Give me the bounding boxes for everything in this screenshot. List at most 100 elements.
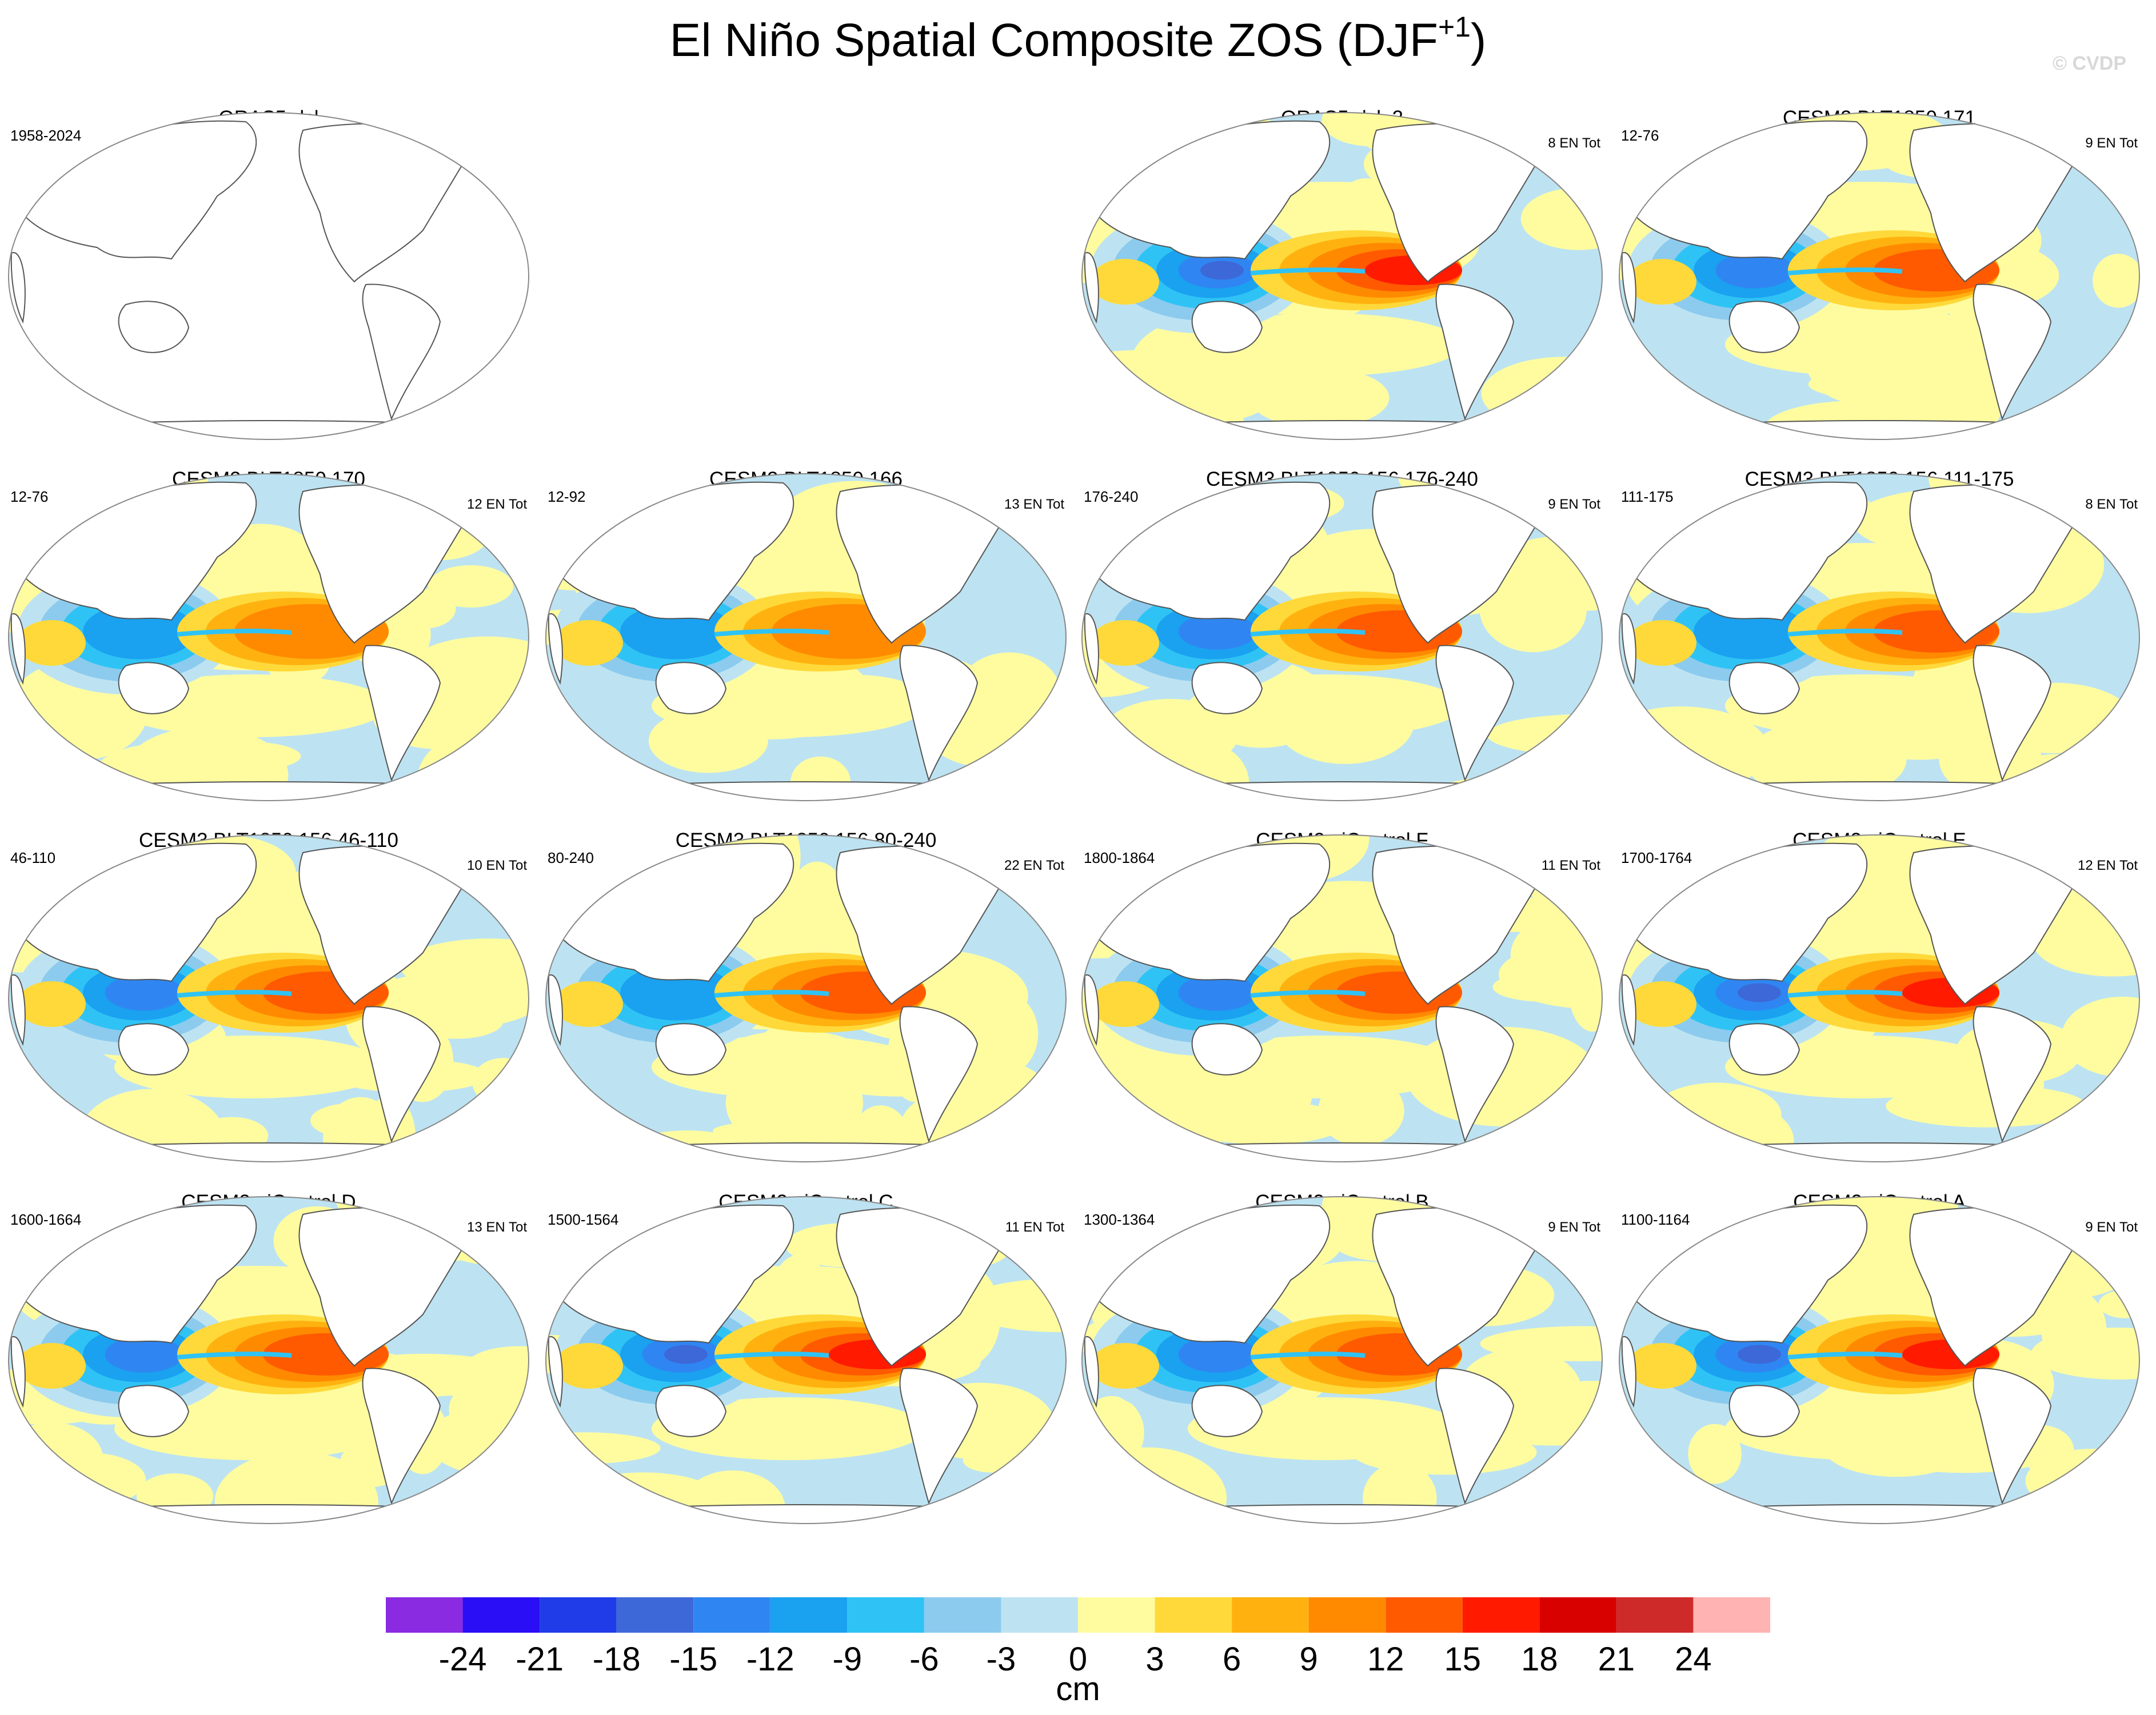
negative-contour: [1738, 1345, 1781, 1364]
anomaly-patch: [1528, 474, 1602, 499]
south-america-landmass: [899, 1006, 979, 1143]
colorbar-tick-label: 24: [1675, 1641, 1712, 1678]
anomaly-patch: [1654, 1099, 1794, 1162]
equatorial-line: [177, 990, 292, 998]
panel-period-label: 80-240: [548, 849, 594, 866]
panel-event-count: 9 EN Tot: [1548, 497, 1600, 512]
panel-event-count: 10 EN Tot: [467, 858, 527, 873]
indian-ocean-patch: [1091, 1343, 1159, 1389]
anomaly-patch: [1027, 1431, 1066, 1521]
map-border: [1619, 473, 2140, 801]
indian-ocean-patch: [554, 620, 623, 666]
negative-contour: [664, 1345, 708, 1364]
negative-contour: [1200, 261, 1244, 280]
africa-landmass: [1621, 1336, 1636, 1408]
colorbar-box: [1693, 1597, 1770, 1633]
antarctica-landmass: [598, 1504, 1014, 1524]
indian-ocean-patch: [554, 981, 623, 1027]
africa-landmass: [1084, 613, 1099, 685]
map-border: [1619, 834, 2140, 1162]
indian-ocean-patch: [1628, 1343, 1696, 1389]
anomaly-patch: [1429, 775, 1597, 801]
negative-contour: [105, 1336, 183, 1373]
anomaly-patch: [2033, 909, 2139, 977]
panel-period-label: 1600-1664: [10, 1211, 81, 1228]
antarctica-landmass: [1134, 1142, 1550, 1162]
south-america-landmass: [1435, 1006, 1515, 1143]
colorbar-box: [1155, 1597, 1232, 1633]
anomaly-patch: [9, 1247, 38, 1273]
australia-landmass: [1191, 662, 1263, 714]
panel-event-count: 11 EN Tot: [1005, 1220, 1065, 1235]
anomaly-patch: [184, 741, 301, 771]
anomaly-patch: [466, 1346, 529, 1386]
australia-landmass: [118, 301, 190, 353]
australia-landmass: [655, 1023, 727, 1076]
australia-landmass: [655, 662, 727, 714]
map-border: [8, 112, 529, 440]
south-america-landmass: [1973, 1006, 2052, 1143]
australia-landmass: [118, 1385, 190, 1437]
panel-period-label: 1700-1764: [1621, 849, 1692, 866]
south-america-landmass: [1973, 1368, 2052, 1505]
panel-period-label: 176-240: [1084, 488, 1138, 505]
anomaly-patch: [1082, 772, 1157, 801]
equatorial-line: [1250, 267, 1366, 275]
africa-landmass: [548, 1336, 563, 1408]
antarctica-landmass: [1671, 781, 2087, 801]
negative-contour: [1738, 983, 1781, 1002]
equatorial-line: [1250, 629, 1366, 637]
panel-period-label: 12-92: [548, 488, 586, 505]
australia-landmass: [1191, 1385, 1263, 1437]
south-america-landmass: [362, 283, 441, 421]
anomaly-patch: [78, 1089, 226, 1162]
colorbar-tick-label: 3: [1145, 1641, 1164, 1678]
colorbar-tick-label: -21: [516, 1641, 564, 1678]
anomaly-patch: [428, 565, 514, 608]
africa-landmass: [10, 974, 26, 1046]
anomaly-patch: [1482, 535, 1602, 611]
equatorial-line: [1787, 1352, 1903, 1360]
antarctica-landmass: [61, 1142, 477, 1162]
colorbar-box: [1001, 1597, 1078, 1633]
colorbar-box: [1539, 1597, 1616, 1633]
australia-landmass: [1728, 1023, 1800, 1076]
australia-landmass: [1191, 301, 1263, 353]
anomaly-patch: [546, 1197, 611, 1250]
map-border: [8, 834, 529, 1162]
colorbar-tick-label: 21: [1598, 1641, 1635, 1678]
colorbar-tick-label: -12: [746, 1641, 794, 1678]
australia-landmass: [1728, 662, 1800, 714]
colorbar-box: [386, 1597, 463, 1633]
panel-period-label: 12-76: [1621, 127, 1659, 144]
australia-landmass: [118, 662, 190, 714]
map-panel: ORAS5-dsl_28 EN Tot: [1081, 107, 1603, 440]
equatorial-line: [1250, 1352, 1366, 1360]
colorbar-box: [1308, 1597, 1386, 1633]
anomaly-patch: [1481, 357, 1602, 431]
panel-event-count: 9 EN Tot: [2085, 1220, 2138, 1235]
africa-landmass: [1084, 974, 1099, 1046]
australia-landmass: [1728, 301, 1800, 353]
colorbar-tick-label: 18: [1521, 1641, 1558, 1678]
indian-ocean-patch: [1091, 259, 1159, 305]
anomaly-patch: [975, 1197, 1066, 1222]
africa-landmass: [10, 1336, 26, 1408]
anomaly-patch: [1568, 940, 1602, 1032]
sea-level-field: [546, 1197, 1066, 1524]
africa-landmass: [548, 613, 563, 685]
map-border: [1081, 1196, 1603, 1524]
africa-landmass: [548, 974, 563, 1046]
map-border: [1619, 112, 2140, 440]
sea-level-field: [9, 113, 529, 439]
anomaly-patch: [1211, 787, 1259, 801]
anomaly-patch: [1520, 187, 1602, 250]
anomaly-patch: [1744, 719, 1907, 799]
